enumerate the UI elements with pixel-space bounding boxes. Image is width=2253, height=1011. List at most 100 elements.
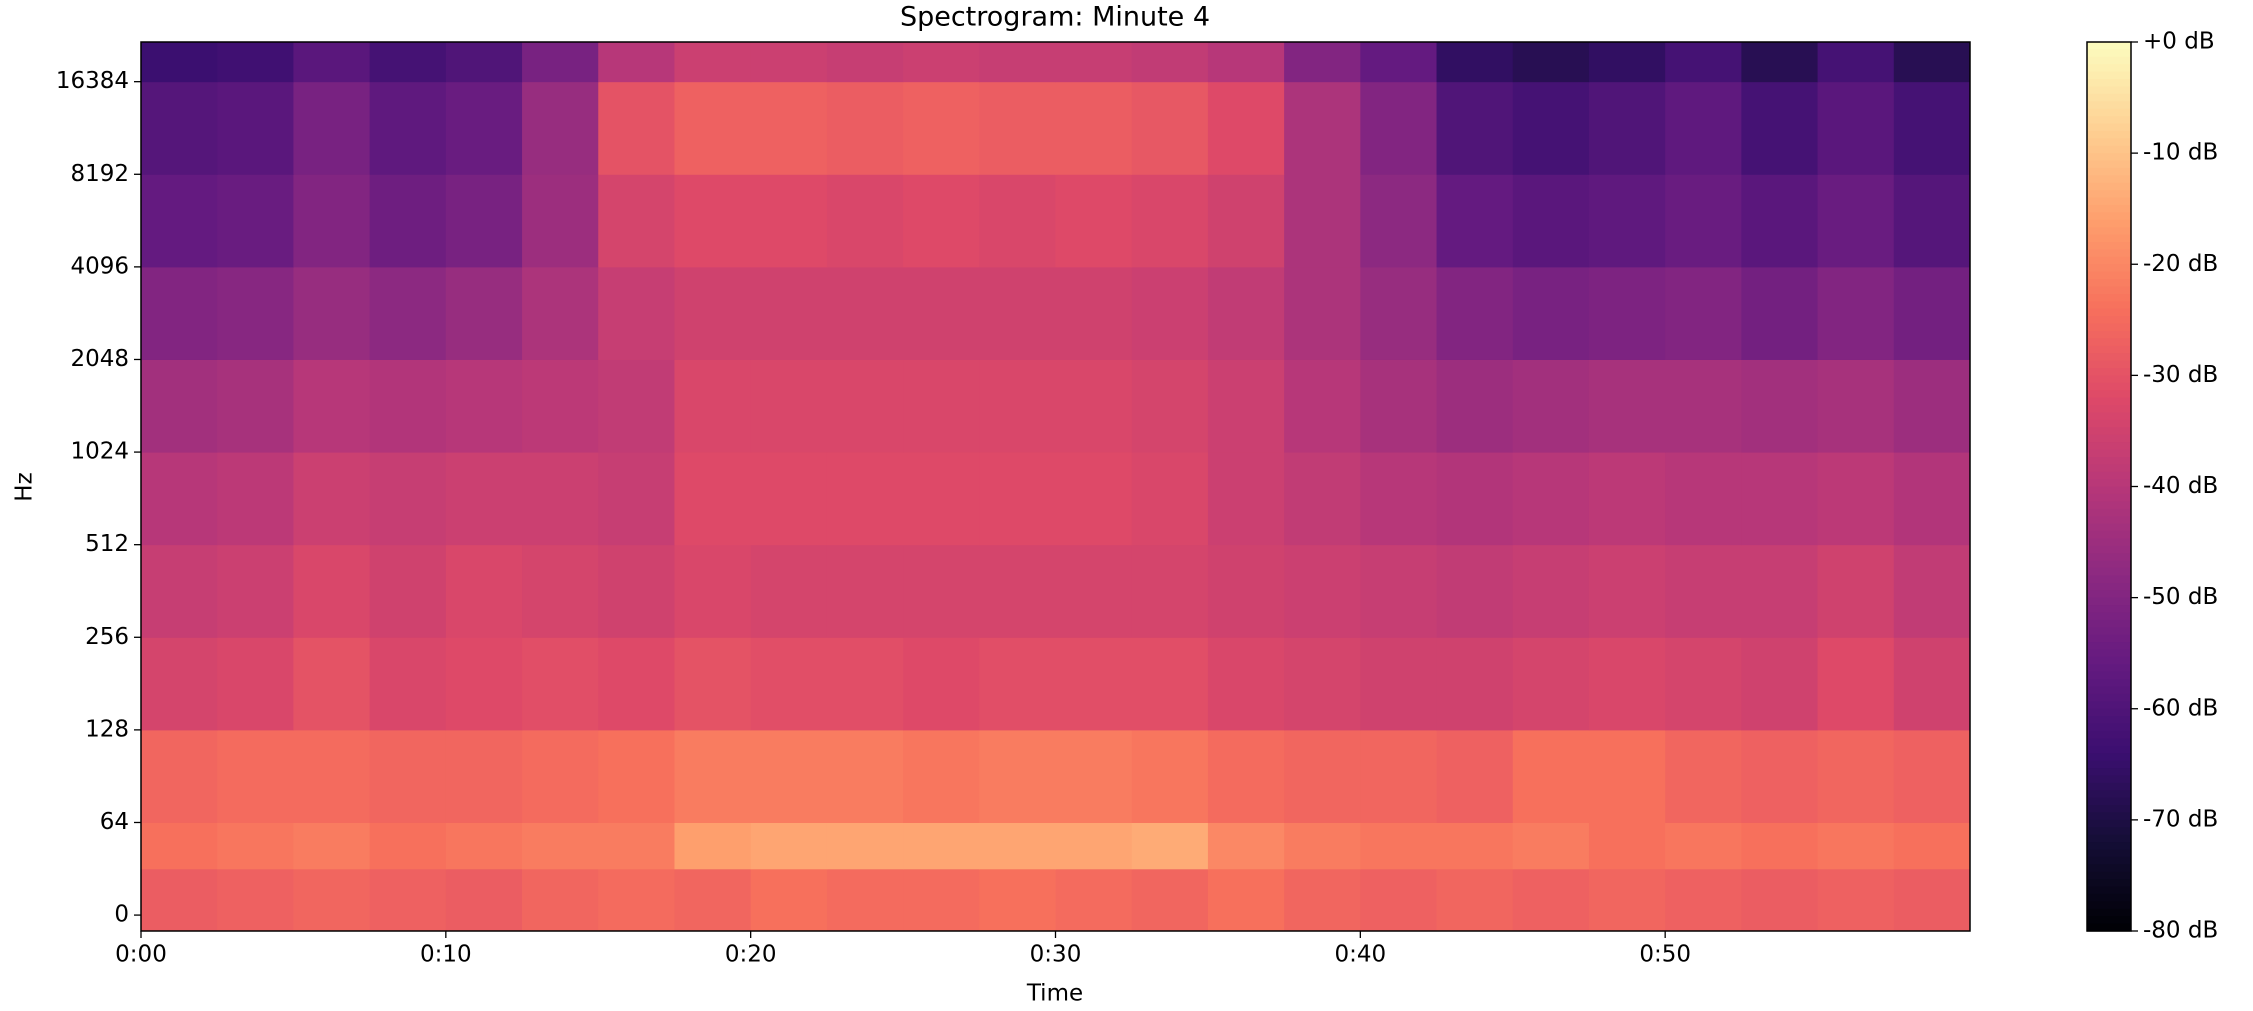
- x-axis-label: Time: [1026, 981, 1083, 1007]
- heatmap-cell: [1893, 637, 1971, 731]
- heatmap-cell: [1741, 359, 1819, 453]
- heatmap-cell: [1588, 637, 1666, 731]
- heatmap-cell: [826, 42, 904, 83]
- heatmap-cell: [1588, 42, 1666, 83]
- heatmap-cell: [598, 729, 675, 823]
- heatmap-cell: [522, 544, 599, 638]
- colorbar-tick-label: -50 dB: [2143, 584, 2218, 610]
- heatmap-cell: [217, 729, 294, 823]
- heatmap-cell: [598, 174, 675, 268]
- x-tick-label: 0:10: [420, 942, 472, 968]
- heatmap-cell: [1512, 544, 1590, 638]
- heatmap-cell: [1207, 637, 1285, 731]
- x-tick-label: 0:50: [1639, 942, 1691, 968]
- heatmap-cell: [1436, 544, 1514, 638]
- heatmap-cell: [1893, 266, 1971, 360]
- heatmap-cell: [1436, 174, 1514, 268]
- heatmap-cell: [1207, 544, 1285, 638]
- heatmap-cell: [217, 637, 294, 731]
- heatmap-cell: [826, 544, 904, 638]
- heatmap-cell: [1893, 729, 1971, 823]
- heatmap-cell: [1893, 452, 1971, 546]
- heatmap-cell: [522, 81, 599, 175]
- heatmap-cell: [826, 174, 904, 268]
- heatmap-cell: [1588, 81, 1666, 175]
- heatmap-cell: [141, 637, 218, 731]
- heatmap-cell: [141, 81, 218, 175]
- heatmap-cell: [1665, 174, 1742, 268]
- heatmap-cell: [1436, 359, 1514, 453]
- heatmap-cell: [1665, 868, 1742, 932]
- heatmap-cell: [445, 81, 523, 175]
- heatmap-cell: [445, 729, 523, 823]
- heatmap-cell: [141, 868, 218, 932]
- heatmap-cell: [750, 359, 828, 453]
- heatmap-cell: [1055, 42, 1133, 83]
- heatmap-cell: [1512, 637, 1590, 731]
- heatmap-cell: [1817, 174, 1895, 268]
- heatmap-cell: [1665, 266, 1742, 360]
- heatmap-cell: [1512, 266, 1590, 360]
- heatmap-cell: [445, 452, 523, 546]
- heatmap-cell: [903, 42, 980, 83]
- heatmap-cell: [1741, 822, 1819, 870]
- heatmap-cell: [903, 174, 980, 268]
- heatmap-cell: [522, 822, 599, 870]
- heatmap-cell: [1588, 544, 1666, 638]
- heatmap-cell: [598, 266, 675, 360]
- heatmap-cell: [217, 174, 294, 268]
- heatmap-cell: [1131, 452, 1209, 546]
- heatmap-cell: [217, 868, 294, 932]
- heatmap-cell: [1893, 42, 1971, 83]
- heatmap-cell: [1055, 729, 1133, 823]
- heatmap-cell: [674, 81, 752, 175]
- heatmap-cell: [1207, 822, 1285, 870]
- heatmap-cell: [1436, 868, 1514, 932]
- heatmap-cell: [674, 822, 752, 870]
- heatmap-cell: [293, 81, 371, 175]
- heatmap-cell: [1207, 868, 1285, 932]
- heatmap-cell: [674, 174, 752, 268]
- heatmap-cell: [1665, 42, 1742, 83]
- heatmap-cell: [903, 359, 980, 453]
- heatmap-cell: [1436, 822, 1514, 870]
- heatmap-cell: [1055, 544, 1133, 638]
- heatmap-cell: [674, 266, 752, 360]
- heatmap-cell: [1207, 452, 1285, 546]
- heatmap-cell: [979, 822, 1056, 870]
- heatmap-cell: [903, 544, 980, 638]
- heatmap-cell: [293, 266, 371, 360]
- heatmap-cell: [1284, 42, 1361, 83]
- y-tick-label: 2048: [70, 346, 129, 372]
- heatmap-cell: [1817, 637, 1895, 731]
- heatmap-cell: [750, 174, 828, 268]
- heatmap-cell: [979, 637, 1056, 731]
- heatmap-cell: [1131, 868, 1209, 932]
- heatmap-cell: [674, 868, 752, 932]
- heatmap-cell: [1131, 359, 1209, 453]
- heatmap-cell: [522, 729, 599, 823]
- heatmap-cell: [1284, 359, 1361, 453]
- colorbar-tick-label: +0 dB: [2143, 29, 2215, 55]
- heatmap-cell: [1436, 729, 1514, 823]
- heatmap-cell: [293, 544, 371, 638]
- heatmap-cell: [1817, 729, 1895, 823]
- heatmap-cell: [1817, 359, 1895, 453]
- heatmap-cell: [1360, 729, 1438, 823]
- heatmap-cell: [1284, 729, 1361, 823]
- heatmap-cell: [293, 42, 371, 83]
- heatmap-cell: [1360, 266, 1438, 360]
- heatmap: [141, 42, 1971, 932]
- heatmap-cell: [1360, 81, 1438, 175]
- heatmap-cell: [1741, 452, 1819, 546]
- heatmap-cell: [1055, 359, 1133, 453]
- heatmap-cell: [1360, 174, 1438, 268]
- heatmap-cell: [598, 81, 675, 175]
- y-tick-label: 128: [85, 716, 129, 742]
- heatmap-cell: [1741, 544, 1819, 638]
- heatmap-cell: [1893, 359, 1971, 453]
- heatmap-cell: [293, 174, 371, 268]
- heatmap-cell: [1665, 822, 1742, 870]
- heatmap-cell: [1512, 174, 1590, 268]
